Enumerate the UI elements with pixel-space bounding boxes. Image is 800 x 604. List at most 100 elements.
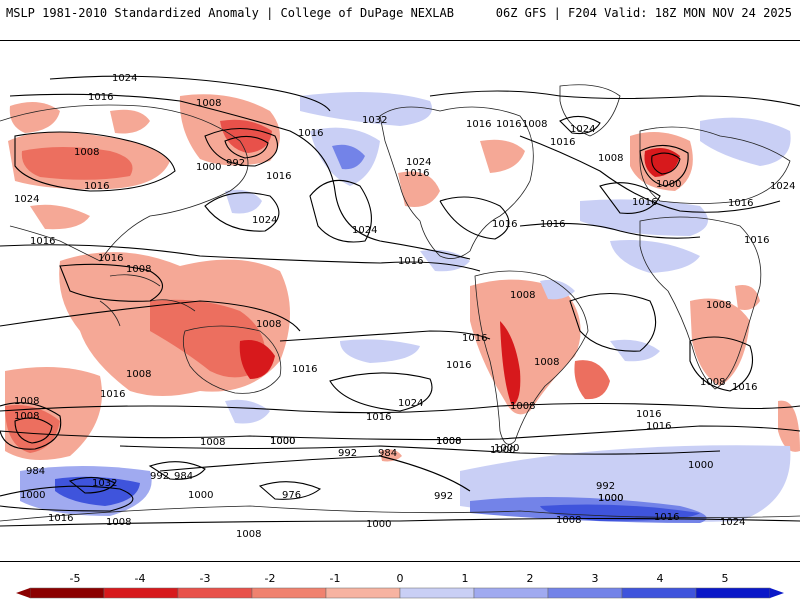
contour-label: 1000 — [270, 436, 295, 447]
contour-label: 1032 — [92, 478, 117, 489]
isobar-contours — [0, 75, 800, 527]
contour-label: 1016 — [654, 512, 679, 523]
colorbar-swatch — [251, 587, 327, 599]
colorbar-tick-label: -5 — [70, 572, 81, 585]
colorbar-tick-label: 5 — [722, 572, 729, 585]
colorbar-tick-label: 3 — [592, 572, 599, 585]
contour-label: 1000 — [436, 436, 461, 447]
colorbar-swatch — [473, 587, 549, 599]
coast-north-america — [379, 106, 534, 259]
colorbar-tick-label: 1 — [462, 572, 469, 585]
contour-label: 1016 — [398, 256, 423, 267]
contour-1008-east-asia — [59, 263, 164, 302]
contour-label: 1016 — [732, 382, 757, 393]
coast-africa — [639, 216, 762, 390]
blue-region-indian-south — [610, 339, 660, 362]
contour-label: 1032 — [362, 115, 387, 126]
contour-1016-south-atlantic — [569, 292, 657, 352]
colorbar-tick-label: 0 — [397, 572, 404, 585]
coast-australia — [182, 325, 282, 394]
contour-label: 1024 — [112, 73, 137, 84]
contour-1016-subtropics — [0, 244, 481, 272]
red-region-hudson — [480, 139, 525, 173]
colorbar-arrow-left — [16, 588, 30, 598]
contour-label: 992 — [226, 158, 245, 169]
red-region-indian-core — [5, 405, 60, 453]
blue-region-north-atlantic-east — [700, 117, 791, 166]
contour-label: 1016 — [298, 128, 323, 139]
colorbar-tick-label: -1 — [330, 572, 341, 585]
contour-label: 1016 — [98, 253, 123, 264]
colorbar-tick-label: -3 — [200, 572, 211, 585]
contour-1000-antarctic-west — [0, 485, 134, 512]
contour-label: 1024 — [398, 398, 423, 409]
red-region-maritime-core — [150, 299, 266, 378]
contour-label: 1000 — [20, 490, 45, 501]
colorbar-swatch — [621, 587, 697, 599]
contour-label: 1016 — [550, 137, 575, 148]
contour-label: 1000 — [598, 493, 623, 504]
red-region-east-africa — [735, 285, 760, 310]
contour-1016-tropical-atlantic — [519, 222, 701, 239]
coast-south-america — [474, 270, 589, 445]
contour-label: 984 — [174, 471, 193, 482]
contour-1016-southern-mid — [0, 402, 800, 414]
contour-label: 1000 — [656, 179, 681, 190]
contour-label: 1016 — [404, 168, 429, 179]
contour-label: 1008 — [196, 98, 221, 109]
contour-label: 1008 — [200, 437, 225, 448]
contour-label: 1016 — [744, 235, 769, 246]
red-region-japan — [30, 204, 90, 230]
contour-1000-north-atlantic — [639, 144, 689, 187]
blue-region-gulf-alaska-core — [332, 144, 365, 170]
contour-1024-gulf-alaska — [204, 192, 280, 232]
red-region-arctic-west — [9, 102, 60, 133]
contour-1016-indian-high — [689, 336, 754, 392]
contour-label: 1016 — [646, 421, 671, 432]
contour-label: 1016 — [366, 412, 391, 423]
contour-label: 1008 — [700, 377, 725, 388]
red-region-south-america — [470, 279, 581, 415]
coast-asia — [0, 104, 249, 262]
contour-label: 1000 — [196, 162, 221, 173]
contour-1024-azores — [599, 182, 661, 214]
colorbar-swatch — [325, 587, 401, 599]
contour-label: 1008 — [256, 319, 281, 330]
contour-label: 1016 — [636, 409, 661, 420]
contour-992-bering-low — [204, 128, 279, 167]
contour-label: 992 — [434, 491, 453, 502]
contour-1024-arctic — [49, 75, 331, 112]
colorbar-tick-label: 4 — [657, 572, 664, 585]
red-region-aleutian — [110, 109, 150, 134]
contour-1008-southern — [0, 425, 800, 441]
colorbar-swatch — [29, 587, 105, 599]
contour-label: 984 — [26, 466, 45, 477]
contour-label: 1000 — [366, 519, 391, 530]
contour-label: 1008 — [126, 264, 151, 275]
contour-1016-east-pacific — [439, 196, 510, 240]
run-info: 06Z GFS | F204 Valid: 18Z MON NOV 24 202… — [495, 6, 792, 20]
contour-992-north-atlantic-inner — [651, 152, 681, 175]
contour-label: 1024 — [14, 194, 39, 205]
red-region-south-atlantic — [574, 360, 610, 400]
contour-1016-south-pacific — [279, 330, 491, 342]
contour-1008-antarctic — [0, 517, 800, 527]
blue-region-asia — [610, 240, 700, 273]
contour-label: 992 — [338, 448, 357, 459]
contour-label: 1016 — [100, 389, 125, 400]
contour-1024-south-pacific-high — [329, 372, 433, 412]
contour-label: 1008 — [236, 529, 261, 540]
coast-europe — [639, 126, 791, 204]
contour-1000-southern — [119, 445, 721, 455]
contour-label: 976 — [282, 490, 301, 501]
blue-region-tasman — [225, 399, 270, 424]
contour-label: 1016 — [292, 364, 317, 375]
contour-label: 1000 — [688, 460, 713, 471]
blue-region-north-pacific — [225, 189, 262, 214]
contour-label: 992 — [596, 481, 615, 492]
contour-1008-tropics — [0, 300, 301, 332]
coast-maritime-islands — [99, 274, 196, 327]
blue-region-southern-ocean-west-core — [55, 476, 140, 506]
contour-976-southern-low — [258, 481, 322, 500]
contour-label: 1008 — [556, 515, 581, 526]
